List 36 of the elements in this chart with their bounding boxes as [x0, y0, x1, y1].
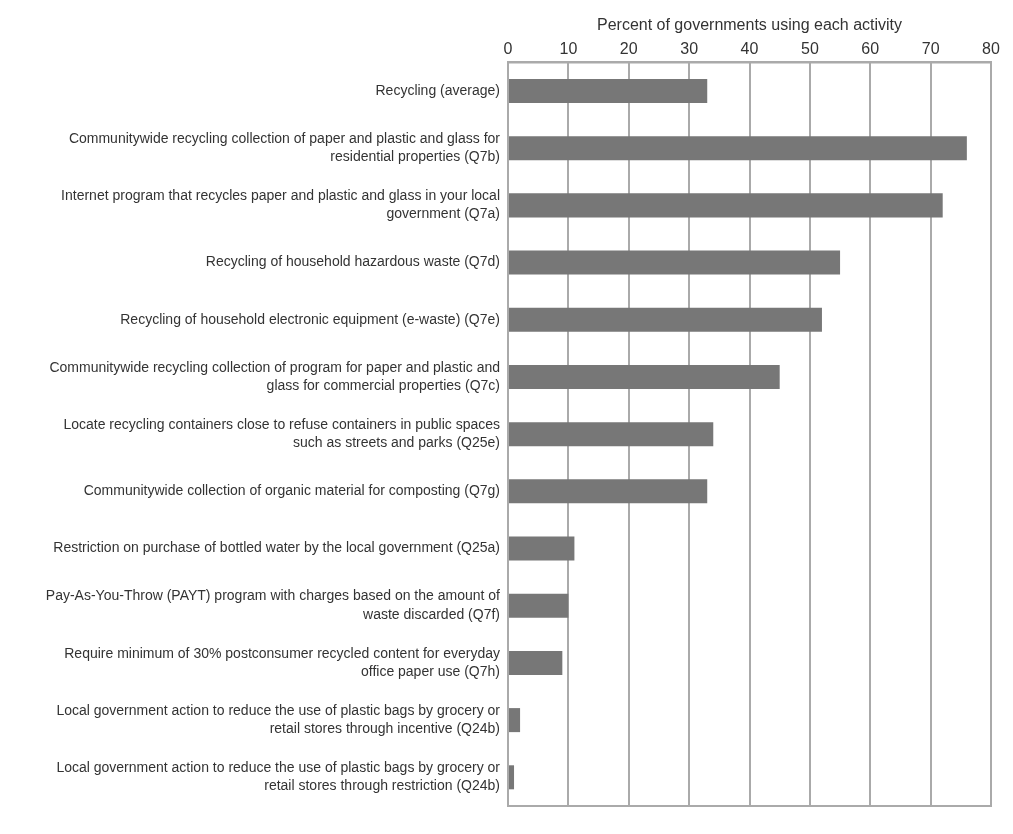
x-tick-label: 10	[559, 40, 578, 58]
y-tick-label: Recycling (average)	[375, 81, 500, 98]
x-tick-label: 50	[800, 40, 819, 58]
y-tick-label: Recycling of household electronic equipment (e-waste) (Q7e)	[120, 310, 500, 327]
x-tick-label: 0	[503, 40, 513, 58]
x-axis-title: Percent of governments using each activity	[596, 16, 903, 34]
x-tick-label: 20	[619, 40, 638, 58]
y-tick-label: Locate recycling containers close to refuse containers in public spaces such as streets and parks (Q25e)	[63, 415, 500, 451]
y-tick-label: Local government action to reduce the use of plastic bags by grocery or retail stores through incentive (Q24b)	[56, 701, 501, 737]
y-tick-label: Communitywide recycling collection of paper and plastic and glass for residential properties (Q7b)	[68, 129, 501, 165]
y-tick-label: Restriction on purchase of bottled water by the local government (Q25a)	[53, 539, 500, 556]
bar	[509, 765, 515, 790]
x-tick-label: 80	[982, 40, 1000, 58]
y-tick-label: Pay-As-You-Throw (PAYT) program with charges based on the amount of waste discarded (Q7f)	[45, 587, 501, 622]
bar	[509, 193, 943, 218]
y-tick-label: Internet program that recycles paper and plastic and glass in your local government (Q7a)	[61, 187, 500, 222]
x-tick-label: 60	[861, 40, 880, 58]
x-tick-label: 70	[921, 40, 940, 58]
bar	[509, 136, 967, 161]
bar	[509, 422, 714, 447]
bar	[509, 536, 575, 561]
x-tick-label: 40	[740, 40, 759, 58]
y-tick-label: Local government action to reduce the use of plastic bags by grocery or retail stores through restriction (Q24b)	[56, 759, 501, 794]
bar	[509, 78, 708, 104]
y-tick-label: Recycling of household hazardous waste (Q7d)	[205, 253, 500, 270]
bar	[509, 250, 841, 275]
bar	[509, 364, 780, 389]
bar	[509, 650, 563, 675]
bar	[509, 479, 708, 504]
y-tick-label: Communitywide recycling collection of program for paper and plastic and glass for commercial properties (Q7c)	[49, 358, 500, 393]
y-tick-label: Require minimum of 30% postconsumer recycled content for everyday office paper use (Q7h)	[64, 644, 500, 679]
y-tick-label: Communitywide collection of organic material for composting (Q7g)	[83, 482, 500, 499]
bar	[509, 593, 569, 618]
x-tick-label: 30	[680, 40, 699, 58]
bar	[509, 708, 521, 733]
bar	[509, 307, 822, 332]
